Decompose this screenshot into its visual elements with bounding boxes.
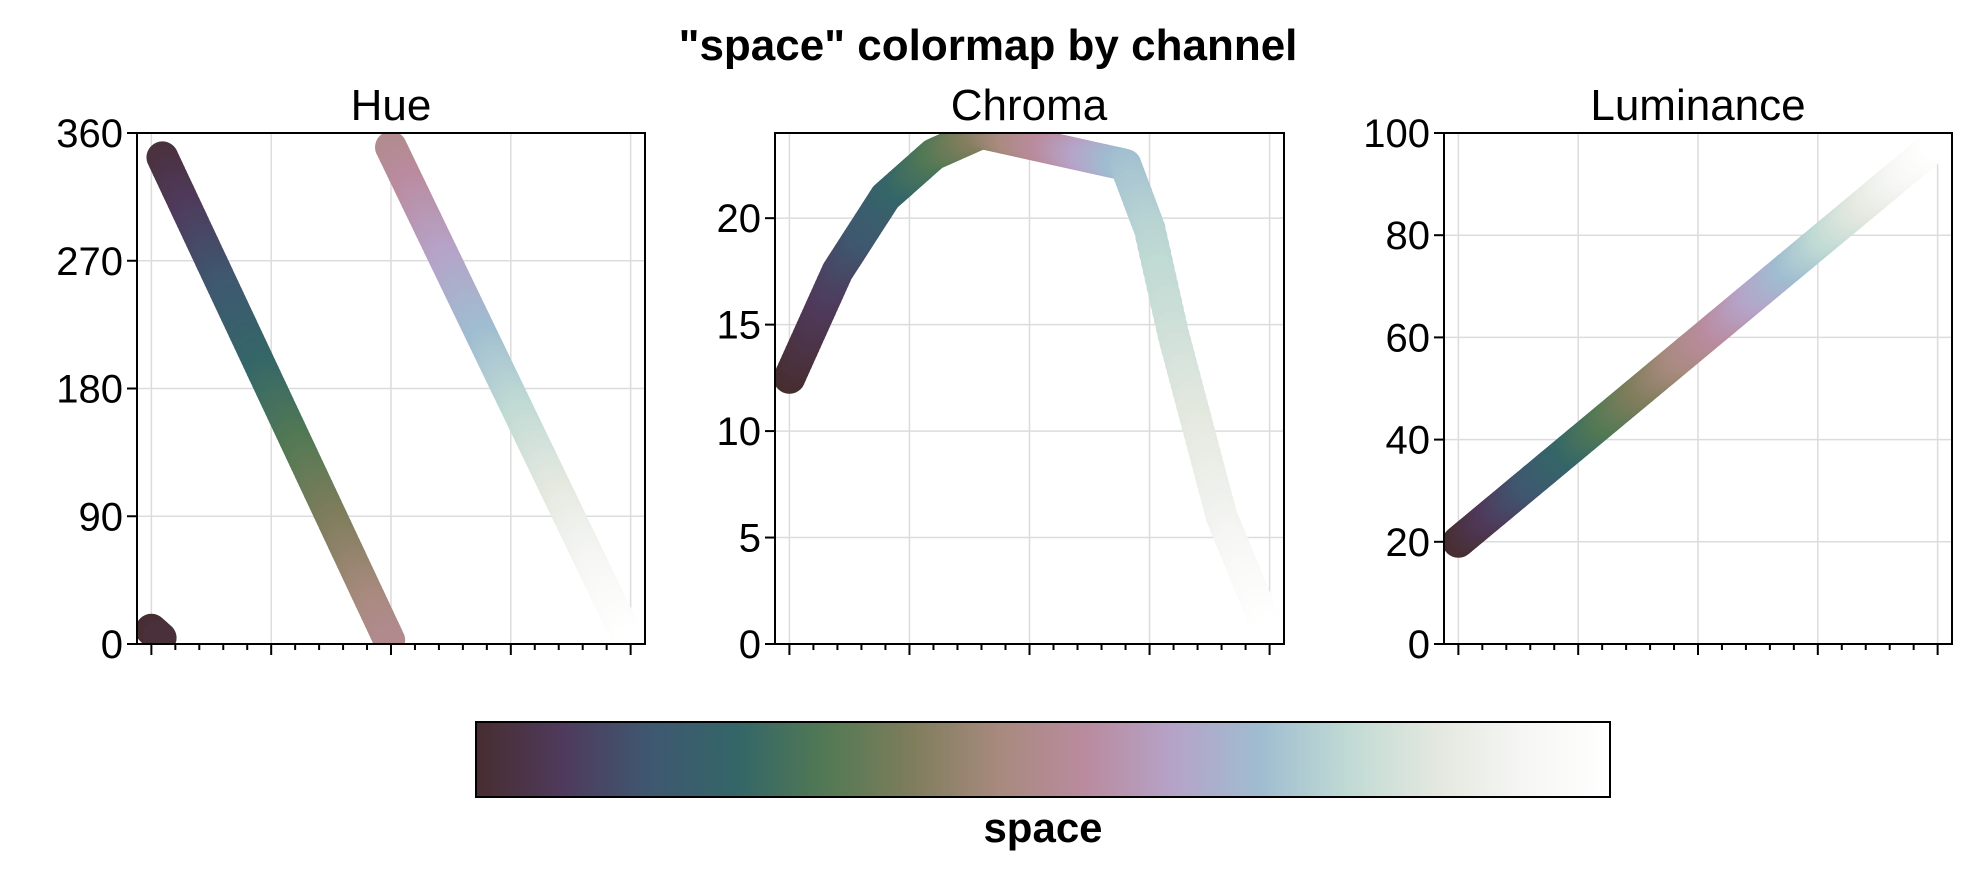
x-ticks [150, 644, 632, 655]
y-tick-label: 0 [739, 623, 761, 667]
panel-title: Chroma [951, 81, 1108, 130]
x-ticks [788, 644, 1271, 655]
grid [137, 132, 645, 645]
y-tick-label: 60 [1386, 316, 1431, 360]
panel-luminance: Luminance 0 20 40 60 80 100 [1363, 81, 1953, 667]
y-tick-label: 40 [1386, 419, 1431, 463]
grid [775, 133, 1284, 645]
data-marks [1444, 133, 1952, 558]
y-ticks: 0 5 10 15 20 [717, 197, 775, 667]
colorbar: space [475, 721, 1611, 851]
data-point [614, 628, 645, 644]
y-tick-label: 20 [717, 197, 762, 241]
colorbar-label: space [983, 804, 1102, 851]
data-marks [137, 133, 645, 644]
data-point [144, 621, 177, 644]
y-ticks: 0 20 40 60 80 100 [1363, 112, 1444, 667]
y-tick-label: 360 [56, 112, 123, 156]
colorbar-gradient [475, 721, 1611, 798]
data-marks [775, 133, 1284, 644]
data-point [373, 624, 406, 644]
y-tick-label: 180 [56, 368, 123, 412]
figure-title: "space" colormap by channel [679, 21, 1298, 70]
x-ticks [1457, 644, 1939, 655]
y-tick-label: 100 [1363, 112, 1430, 156]
panel-title: Hue [351, 81, 432, 130]
panel-chroma: Chroma 0 5 10 15 20 [717, 81, 1285, 667]
y-tick-label: 20 [1386, 521, 1431, 565]
y-tick-label: 15 [717, 304, 762, 348]
y-tick-label: 5 [739, 517, 761, 561]
y-tick-label: 80 [1386, 214, 1431, 258]
data-point [1921, 133, 1952, 160]
y-ticks: 0 90 180 270 360 [56, 112, 137, 667]
y-tick-label: 90 [79, 495, 124, 539]
data-point [1253, 617, 1284, 644]
y-tick-label: 270 [56, 240, 123, 284]
y-tick-label: 0 [101, 623, 123, 667]
panel-hue: Hue 0 90 180 270 360 [56, 81, 646, 667]
y-tick-label: 10 [717, 410, 762, 454]
panel-title: Luminance [1590, 81, 1805, 130]
y-tick-label: 0 [1408, 623, 1430, 667]
